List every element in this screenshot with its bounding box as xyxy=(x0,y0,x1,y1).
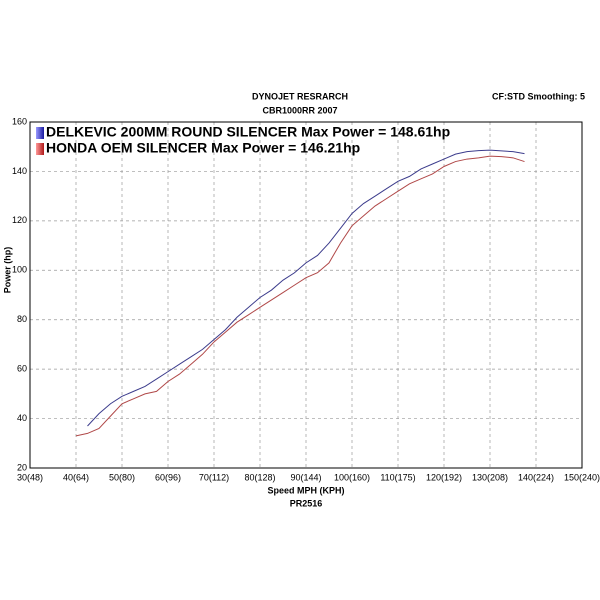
x-tick-label: 40(64) xyxy=(63,472,89,482)
legend-label: DELKEVIC 200MM ROUND SILENCER Max Power … xyxy=(46,124,450,140)
y-tick-label: 60 xyxy=(17,364,27,374)
x-tick-label: 50(80) xyxy=(109,472,135,482)
y-axis-label: Power (hp) xyxy=(2,247,12,294)
line-series xyxy=(75,155,525,437)
legend-swatch xyxy=(36,143,44,155)
x-tick-label: 30(48) xyxy=(17,472,43,482)
y-tick-label: 40 xyxy=(17,413,27,423)
x-axis-label: PR2516 xyxy=(290,498,323,508)
x-axis-label: Speed MPH (KPH) xyxy=(267,485,344,495)
chart-title: DYNOJET RESRARCH xyxy=(252,91,348,101)
y-tick-label: 20 xyxy=(17,462,27,472)
y-tick-label: 120 xyxy=(12,215,27,225)
annotation: CF:STD Smoothing: 5 xyxy=(492,91,585,101)
x-tick-label: 100(160) xyxy=(334,472,370,482)
y-tick-label: 140 xyxy=(12,166,27,176)
x-tick-label: 70(112) xyxy=(199,472,229,482)
x-tick-label: 120(192) xyxy=(426,472,462,482)
y-tick-label: 100 xyxy=(12,265,27,275)
chart-subtitle: CBR1000RR 2007 xyxy=(262,105,337,115)
x-tick-label: 140(224) xyxy=(518,472,554,482)
x-tick-label: 110(175) xyxy=(380,472,415,482)
y-tick-label: 160 xyxy=(12,116,27,126)
plot-frame xyxy=(29,121,583,469)
x-tick-label: 150(240) xyxy=(564,472,600,482)
x-tick-label: 80(128) xyxy=(244,472,275,482)
legend-label: HONDA OEM SILENCER Max Power = 146.21hp xyxy=(46,140,360,156)
line-series xyxy=(87,149,525,427)
x-tick-label: 130(208) xyxy=(472,472,508,482)
legend-swatch xyxy=(36,127,44,139)
x-tick-label: 90(144) xyxy=(290,472,321,482)
y-tick-label: 80 xyxy=(17,314,27,324)
x-tick-label: 60(96) xyxy=(155,472,181,482)
